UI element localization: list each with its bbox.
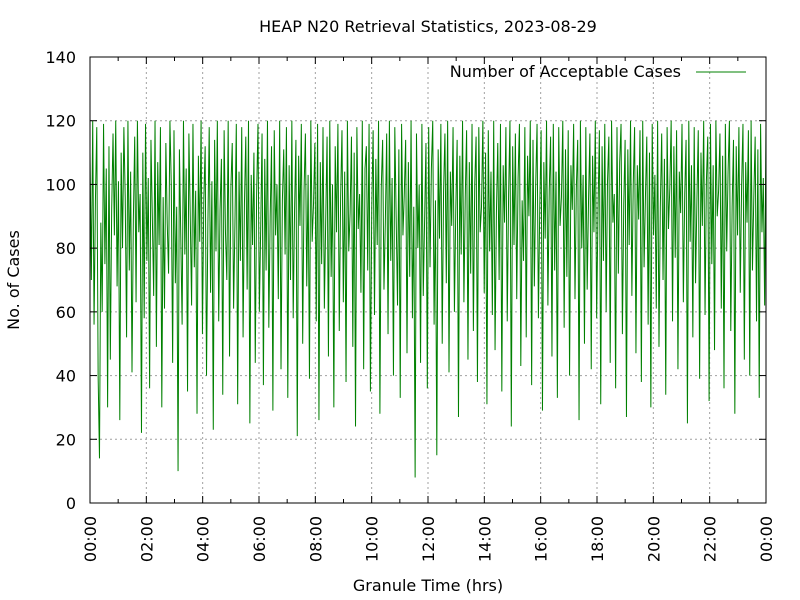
y-tick-label: 20 — [56, 430, 76, 449]
x-axis-label: Granule Time (hrs) — [353, 576, 503, 595]
x-tick-label: 04:00 — [194, 516, 213, 562]
x-tick-label: 06:00 — [250, 516, 269, 562]
series-line-acceptable-cases — [89, 120, 767, 478]
data-series — [89, 120, 767, 478]
y-axis-label: No. of Cases — [4, 230, 23, 330]
y-tick-label: 120 — [45, 112, 76, 131]
x-tick-label: 20:00 — [644, 516, 663, 562]
chart-title: HEAP N20 Retrieval Statistics, 2023-08-2… — [259, 17, 597, 36]
x-tick-label: 18:00 — [588, 516, 607, 562]
x-tick-label: 00:00 — [81, 516, 100, 562]
y-tick-label: 100 — [45, 175, 76, 194]
x-tick-label: 00:00 — [757, 516, 776, 562]
x-tick-label: 16:00 — [532, 516, 551, 562]
x-tick-label: 08:00 — [306, 516, 325, 562]
y-tick-label: 60 — [56, 303, 76, 322]
x-axis-ticks: 00:00 02:00 04:00 06:00 08:00 10:00 12:00 14:00… — [81, 57, 776, 562]
x-tick-label: 10:00 — [363, 516, 382, 562]
x-tick-label: 02:00 — [137, 516, 156, 562]
y-tick-label: 40 — [56, 367, 76, 386]
y-tick-label: 140 — [45, 48, 76, 67]
x-tick-label: 22:00 — [701, 516, 720, 562]
x-tick-label: 12:00 — [419, 516, 438, 562]
y-axis-ticks: 0 20 40 60 80 100 120 140 — [45, 48, 766, 513]
y-tick-label: 80 — [56, 239, 76, 258]
x-tick-label: 14:00 — [475, 516, 494, 562]
legend: Number of Acceptable Cases — [450, 62, 746, 81]
y-tick-label: 0 — [66, 494, 76, 513]
grid — [90, 57, 766, 503]
legend-label: Number of Acceptable Cases — [450, 62, 681, 81]
